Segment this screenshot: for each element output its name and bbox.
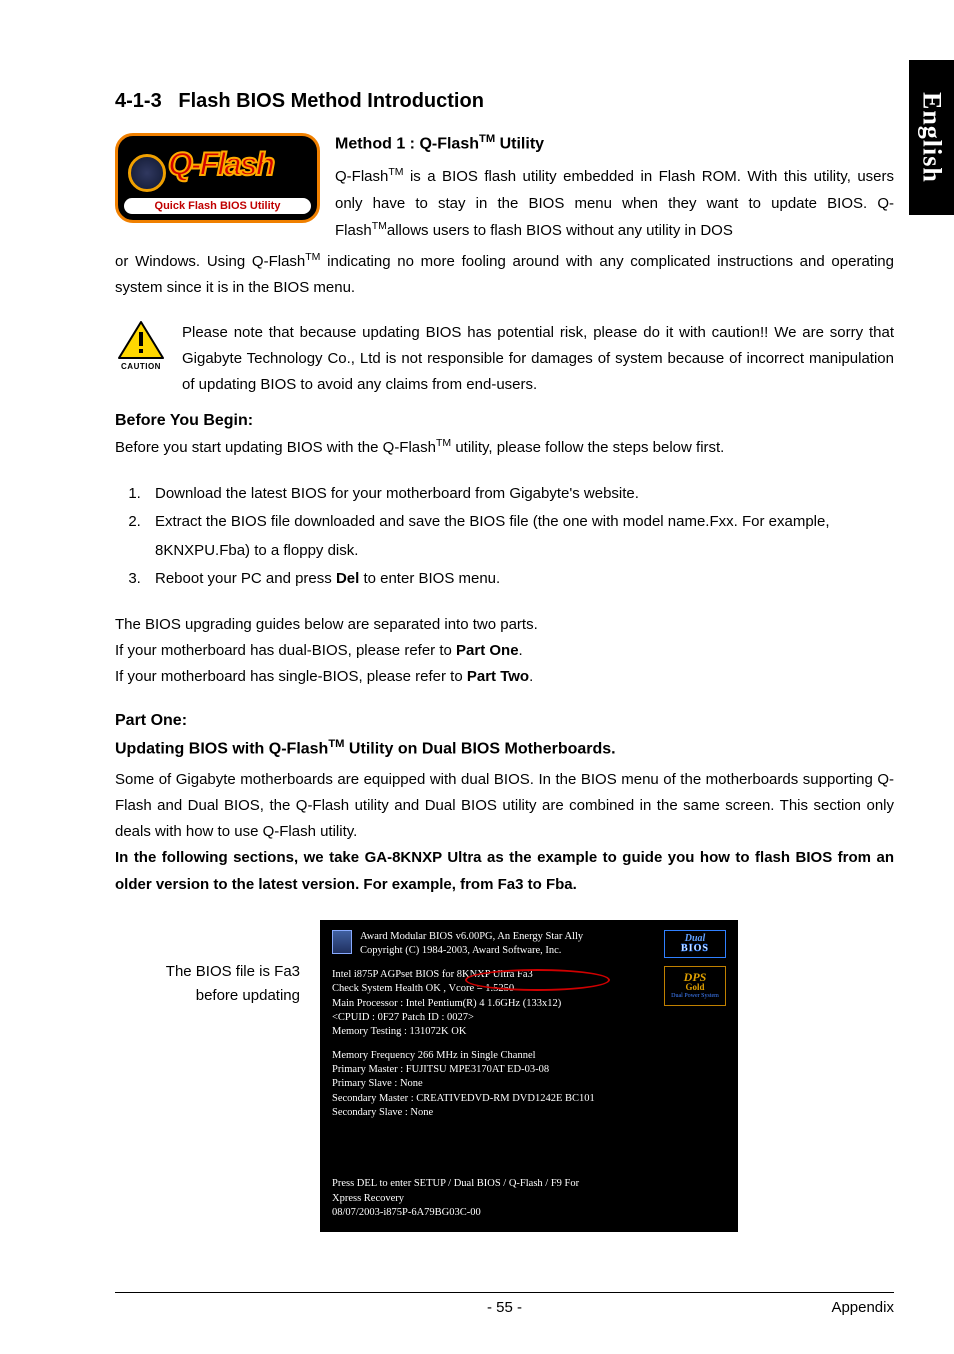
tm-mark: TM (372, 220, 387, 232)
step-2: Extract the BIOS file downloaded and sav… (145, 508, 894, 565)
guides-l2: If your motherboard has dual-BIOS, pleas… (115, 638, 894, 664)
tm-mark: TM (436, 437, 451, 449)
bios-line: Secondary Master : CREATIVEDVD-RM DVD124… (332, 1092, 726, 1106)
t: If your motherboard has dual-BIOS, pleas… (115, 642, 456, 659)
part-one-p2: In the following sections, we take GA-8K… (115, 845, 894, 898)
t: BIOS (681, 944, 709, 954)
t: Utility on Dual BIOS Motherboards. (344, 741, 615, 758)
t: allows users to flash BIOS without any u… (387, 222, 733, 239)
bios-line: Primary Master : FUJITSU MPE3170AT ED-03… (332, 1063, 726, 1077)
guides-l1: The BIOS upgrading guides below are sepa… (115, 612, 894, 638)
t: If your motherboard has single-BIOS, ple… (115, 668, 467, 685)
page-number: - 55 - (115, 1299, 894, 1316)
qflash-logo-text: Q-Flash (168, 146, 273, 183)
bios-caption: The BIOS file is Fa3 before updating (130, 920, 300, 1008)
section-title-text: Flash BIOS Method Introduction (178, 90, 484, 112)
method1-heading: Method 1 : Q-FlashTM Utility (335, 133, 894, 153)
steps-list: Download the latest BIOS for your mother… (115, 480, 894, 594)
t: Dual Power System (671, 992, 719, 1000)
section-number: 4-1-3 (115, 90, 162, 112)
t: Part Two (467, 668, 529, 685)
tm-mark: TM (388, 166, 403, 178)
dps-gold-badge: DPS Gold Dual Power System (664, 966, 726, 1006)
bios-h1: Award Modular BIOS v6.00PG, An Energy St… (360, 930, 583, 944)
tm-mark: TM (328, 738, 344, 750)
method1-p1: Q-FlashTM is a BIOS flash utility embedd… (335, 163, 894, 244)
caution-label: CAUTION (115, 362, 167, 371)
t: Updating BIOS with Q-Flash (115, 741, 328, 758)
part-one-sub: Updating BIOS with Q-FlashTM Utility on … (115, 738, 894, 758)
caution-text: Please note that because updating BIOS h… (182, 320, 894, 399)
t: to enter BIOS menu. (359, 570, 500, 587)
page-footer: - 55 - Appendix (115, 1292, 894, 1316)
t: Before you start updating BIOS with the … (115, 439, 436, 456)
part-one-heading: Part One: (115, 712, 894, 730)
before-intro: Before you start updating BIOS with the … (115, 434, 894, 461)
section-title: 4-1-3 Flash BIOS Method Introduction (115, 90, 894, 113)
t: Reboot your PC and press (155, 570, 336, 587)
caution-icon: CAUTION (115, 320, 167, 399)
bios-screenshot: Dual BIOS DPS Gold Dual Power System Awa… (320, 920, 738, 1232)
bios-line: Memory Testing : 131072K OK (332, 1025, 726, 1039)
bios-line: <CPUID : 0F27 Patch ID : 0027> (332, 1011, 726, 1025)
t: Gold (685, 983, 704, 992)
bios-line: Xpress Recovery (332, 1192, 726, 1206)
step-1: Download the latest BIOS for your mother… (145, 480, 894, 509)
t: Part One (456, 642, 519, 659)
before-heading: Before You Begin: (115, 412, 894, 430)
method1-heading-post: Utility (495, 135, 544, 152)
bios-line: Press DEL to enter SETUP / Dual BIOS / Q… (332, 1177, 726, 1191)
bios-line: 08/07/2003-i875P-6A79BG03C-00 (332, 1206, 726, 1220)
bios-h2: Copyright (C) 1984-2003, Award Software,… (360, 944, 583, 958)
tm-mark: TM (305, 251, 320, 263)
t: or Windows. Using Q-Flash (115, 253, 305, 270)
t: utility, please follow the steps below f… (451, 439, 724, 456)
dual-bios-badge: Dual BIOS (664, 930, 726, 958)
step-3: Reboot your PC and press Del to enter BI… (145, 565, 894, 594)
method1-p2: or Windows. Using Q-FlashTM indicating n… (115, 248, 894, 302)
bios-chip-icon (332, 930, 352, 954)
t: Del (336, 570, 359, 587)
qflash-logo: Q-Flash Quick Flash BIOS Utility (115, 133, 320, 223)
tm-mark: TM (479, 133, 495, 145)
bios-line: Memory Frequency 266 MHz in Single Chann… (332, 1049, 726, 1063)
qflash-logo-sub: Quick Flash BIOS Utility (124, 198, 311, 214)
red-circle-annotation (465, 969, 610, 991)
qflash-chip-icon (128, 154, 166, 192)
bios-line: Secondary Slave : None (332, 1106, 726, 1120)
part-one-p1: Some of Gigabyte motherboards are equipp… (115, 767, 894, 846)
t: Q-Flash (335, 168, 388, 185)
method1-heading-pre: Method 1 : Q-Flash (335, 135, 479, 152)
guides-l3: If your motherboard has single-BIOS, ple… (115, 664, 894, 690)
bios-line: Primary Slave : None (332, 1077, 726, 1091)
